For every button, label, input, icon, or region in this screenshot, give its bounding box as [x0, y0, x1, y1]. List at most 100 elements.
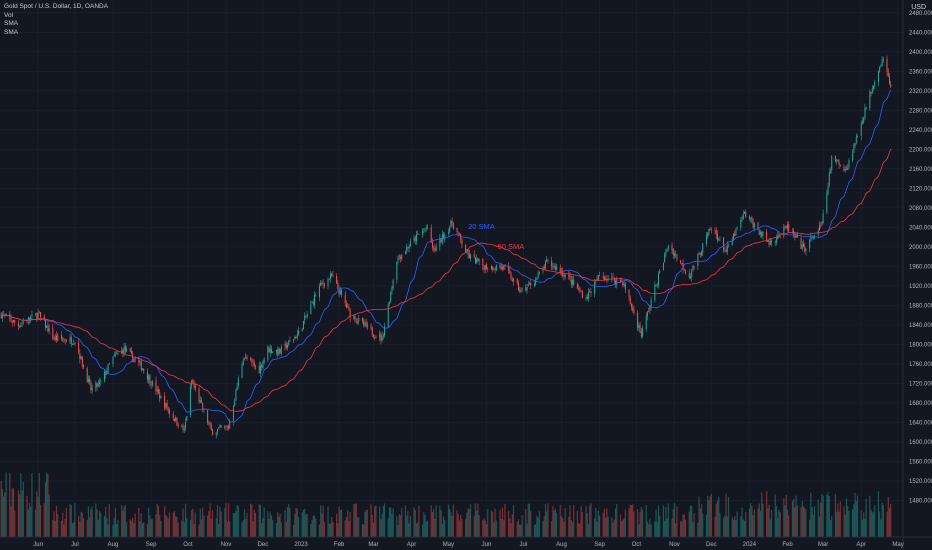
volume-bar	[184, 503, 187, 537]
y-tick-label: 1760.000	[909, 362, 932, 368]
candle-body	[156, 389, 158, 392]
volume-bar	[87, 506, 90, 537]
candle-body	[622, 282, 624, 286]
volume-bar	[301, 512, 303, 537]
candle-body	[327, 278, 329, 287]
volume-bar	[664, 520, 666, 537]
volume-bar	[698, 496, 700, 537]
volume-bar	[148, 507, 150, 537]
y-tick-label: 2080.000	[909, 206, 932, 212]
candle-body	[404, 251, 406, 254]
volume-bar	[783, 498, 785, 537]
volume-bar	[775, 505, 778, 537]
currency-label[interactable]: USD	[911, 4, 926, 11]
candle-body	[277, 349, 279, 355]
candle-body	[431, 241, 433, 248]
candle-body	[619, 279, 621, 282]
volume-bar	[294, 514, 296, 537]
volume-bar	[645, 504, 647, 537]
candle-body	[629, 297, 631, 304]
legend-vol[interactable]: Vol	[4, 11, 14, 19]
candle-body	[286, 345, 288, 348]
candle-body	[175, 416, 177, 421]
candle-body	[568, 274, 570, 277]
candle-body	[302, 320, 304, 330]
candle-body	[822, 213, 824, 224]
volume-bar	[528, 503, 531, 537]
time-axis[interactable]: Jun Jul Aug Sep Oct Nov Dec 2023 Feb Mar Apr May Jun…	[0, 536, 932, 548]
volume-bar	[521, 515, 523, 537]
candle-body	[272, 351, 274, 353]
candle-body	[345, 304, 347, 308]
volume-bar	[877, 491, 880, 537]
volume-bar	[805, 509, 807, 537]
volume-bar	[813, 506, 816, 537]
volume-bar	[509, 518, 511, 537]
volume-bar	[736, 511, 738, 537]
volume-bar	[484, 520, 486, 537]
candle-body	[280, 346, 282, 354]
candle-body	[339, 290, 341, 294]
volume-bar	[254, 512, 257, 537]
volume-bar	[656, 521, 658, 537]
volume-bar	[4, 492, 6, 537]
volume-bar	[331, 517, 333, 537]
volume-bar	[485, 524, 488, 537]
volume-bar	[559, 504, 561, 537]
candle-body	[640, 331, 642, 337]
price-axis[interactable]: 2480.000 2440.000 2400.000 2360.000 2320.000…	[902, 0, 932, 550]
legend-sma-2[interactable]: SMA	[4, 28, 19, 36]
volume-bar	[469, 504, 472, 537]
volume-bar	[861, 519, 864, 537]
volume-bar	[62, 512, 64, 537]
candle-body	[407, 247, 409, 249]
candle-body	[864, 108, 866, 119]
y-tick-label: 2280.000	[909, 109, 932, 115]
volume-bar	[211, 510, 214, 537]
legend-title[interactable]: Gold Spot / U.S. Dollar, 1D, OANDA	[4, 3, 109, 10]
y-tick-label: 2040.000	[909, 226, 932, 232]
legend-sma-1[interactable]: SMA	[4, 20, 19, 28]
volume-bar	[520, 524, 522, 537]
volume-bar	[401, 508, 403, 537]
candle-body	[271, 348, 273, 353]
volume-bar	[105, 506, 107, 537]
volume-bar	[450, 512, 452, 537]
candle-body	[597, 275, 599, 280]
volume-bar	[482, 520, 484, 537]
volume-bar	[886, 511, 888, 537]
y-tick-label: 1920.000	[909, 284, 932, 290]
volume-bar	[224, 508, 226, 537]
candle-body	[361, 317, 363, 322]
volume-bar	[786, 509, 789, 537]
candle-body	[381, 335, 383, 341]
candle-body	[279, 348, 281, 354]
candle-body	[852, 153, 854, 161]
volume-bar	[232, 513, 235, 537]
candle-body	[537, 273, 539, 278]
volume-bar	[340, 509, 343, 537]
volume-bar	[236, 504, 238, 537]
candle-body	[322, 282, 324, 285]
volume-bar	[527, 503, 529, 537]
candle-body	[261, 365, 263, 368]
candle-body	[658, 273, 660, 285]
volume-bar	[812, 514, 814, 537]
candle-body	[177, 424, 179, 427]
candle-body	[5, 313, 7, 315]
candle-body	[79, 352, 81, 360]
volume-bar	[320, 505, 322, 537]
volume-bar	[321, 513, 323, 537]
volume-bar	[160, 520, 162, 537]
candle-body	[212, 429, 214, 435]
volume-bar	[139, 521, 141, 537]
candle-body	[508, 265, 510, 271]
candle-body	[572, 279, 574, 285]
candle-body	[879, 67, 881, 72]
candle-body	[117, 353, 119, 355]
volume-bar	[837, 503, 839, 537]
candle-body	[529, 283, 531, 284]
candle-body	[65, 340, 67, 342]
volume-bar	[423, 512, 425, 537]
